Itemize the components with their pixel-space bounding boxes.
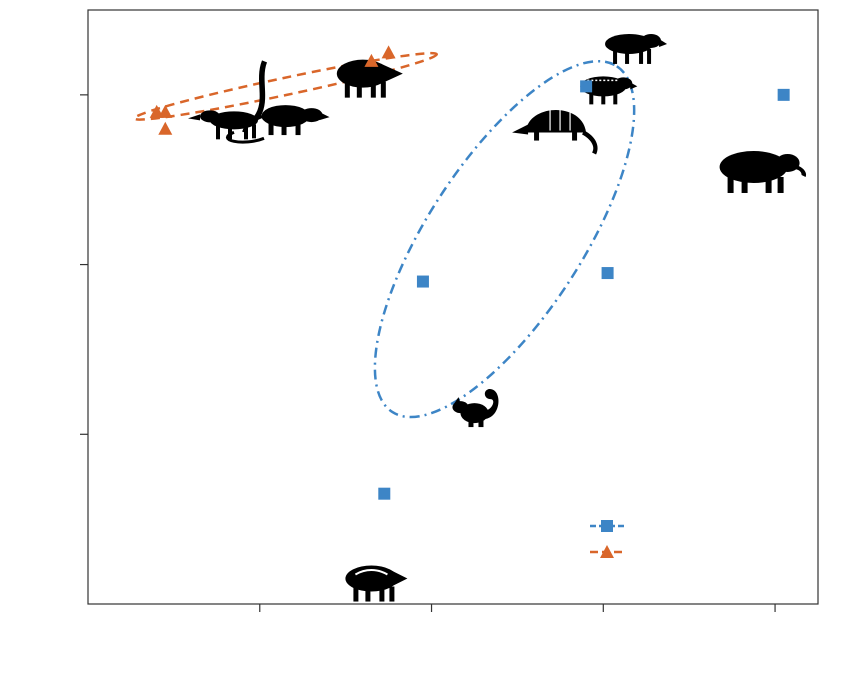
data-points [149,45,790,500]
plot-frame [87,9,819,605]
armadillo-icon [511,107,599,156]
paca-icon [605,33,668,64]
animal-silhouettes [186,33,807,603]
series-1-point-3 [580,80,593,93]
tapir-icon [719,150,807,193]
legend-marker-2 [600,545,614,558]
series-1-point-4 [601,267,614,280]
series-2-point-5 [381,45,396,59]
legend-marker-1 [601,520,613,532]
legend [590,520,624,558]
series-2-point-3 [158,121,173,135]
series-2-point-2 [158,104,173,118]
series-1-ellipse [373,59,636,419]
axis-ticks [80,94,776,612]
series-2-point-4 [364,53,379,67]
squirrel-icon [452,388,499,428]
series-2-ellipse [133,51,439,121]
series-1-point-5 [777,88,790,101]
series-1-point-2 [416,275,429,288]
opossum-icon [242,103,332,137]
series-1-point-1 [378,487,391,500]
peccary-juvenile-icon [344,564,409,603]
